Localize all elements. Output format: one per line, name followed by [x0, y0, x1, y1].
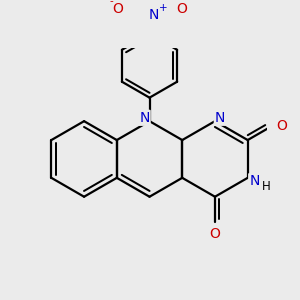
Text: +: + [159, 3, 167, 13]
Text: N: N [249, 174, 260, 188]
Text: N: N [215, 111, 225, 125]
Text: N: N [148, 8, 159, 22]
Text: H: H [262, 180, 271, 193]
Text: -: - [109, 0, 113, 6]
Text: N: N [139, 111, 150, 125]
Text: O: O [112, 2, 123, 16]
Text: O: O [209, 227, 220, 241]
Text: O: O [276, 119, 287, 133]
Text: O: O [176, 2, 187, 16]
